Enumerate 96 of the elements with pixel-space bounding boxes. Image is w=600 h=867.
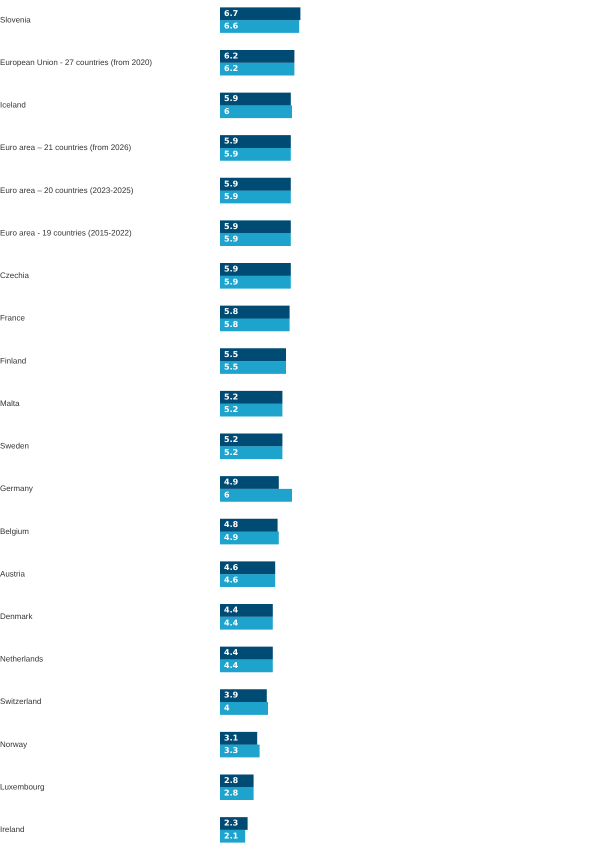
data-label: 2.8 [224,788,239,798]
y-tick-label: Euro area – 21 countries (from 2026) [0,143,132,152]
data-label: 2.1 [224,831,239,840]
bar [220,518,278,532]
data-label: 4 [224,704,230,712]
data-label: 3.3 [224,746,238,756]
y-tick-label: Euro area – 20 countries (2023-2025) [0,186,134,195]
y-tick-label: Germany [0,484,33,494]
data-label: 5.9 [224,179,239,188]
bar [220,62,294,76]
bar [220,233,291,246]
y-tick-label: Denmark [0,612,34,621]
bar [220,561,276,574]
y-tick-label: European Union - 27 countries (from 2020) [0,58,152,67]
bar [220,488,292,502]
y-tick-label: Finland [0,356,26,366]
data-label: 5.9 [224,264,239,274]
y-tick-label: Norway [0,740,28,749]
bar [220,178,291,191]
bar [220,476,279,489]
data-label: 5.9 [224,234,239,244]
data-label: 5.2 [224,448,238,457]
data-label: 4.4 [224,660,239,670]
y-tick-label: Euro area - 19 countries (2015-2022) [0,228,132,238]
bar [220,105,292,118]
bar [220,744,260,758]
bar [220,702,268,715]
data-label: 5.2 [224,405,238,414]
y-tick-label: Ireland [0,825,24,834]
bar [220,532,279,544]
y-tick-label: Luxembourg [0,782,44,792]
bar [220,7,300,20]
data-label: 6.7 [224,8,238,18]
data-label: 5.9 [224,192,239,202]
data-label: 4.9 [224,478,239,487]
y-tick-label: Czechia [0,271,30,280]
data-label: 4.4 [224,618,239,628]
y-tick-label: Sweden [0,442,29,451]
data-label: 6.2 [224,64,238,74]
data-label: 6.2 [224,51,238,60]
data-label: 4.4 [224,648,239,658]
bar [220,318,290,332]
bar [220,404,282,416]
bar [220,434,282,446]
bar [220,689,267,702]
data-label: 5.8 [224,320,239,329]
y-tick-label: Malta [0,398,20,408]
bar [220,50,294,63]
data-label: 5.9 [224,277,239,286]
data-label: 5.5 [224,362,239,372]
data-label: 6.6 [224,22,239,31]
data-label: 4.6 [224,576,239,585]
data-label: 5.2 [224,434,238,444]
bar [220,306,290,318]
bar [220,348,286,362]
data-label: 4.6 [224,562,239,572]
bar [220,446,282,460]
bar [220,276,291,289]
y-tick-label: Netherlands [0,654,44,664]
bar [220,616,273,630]
data-label: 5.9 [224,94,239,104]
bar [220,574,276,587]
bar [220,604,273,617]
data-label: 3.9 [224,690,239,700]
data-label: 2.8 [224,776,239,785]
bar [220,220,291,234]
bar [220,263,291,276]
data-label: 2.3 [224,818,238,828]
y-tick-label: Slovenia [0,15,32,24]
bar [220,190,291,204]
data-label: 6 [224,490,230,500]
bar [220,646,273,660]
bar [220,659,273,672]
data-label: 6 [224,106,230,116]
data-label: 5.5 [224,350,239,359]
bar [220,135,291,148]
data-label: 5.9 [224,149,239,158]
data-label: 4.4 [224,605,239,614]
y-tick-label: Belgium [0,526,30,536]
y-tick-label: Austria [0,569,26,578]
data-label: 3.1 [224,733,239,742]
y-tick-label: Switzerland [0,697,42,706]
data-label: 4.9 [224,533,239,542]
data-label: 5.8 [224,307,239,316]
bar [220,390,282,404]
data-label: 4.8 [224,520,239,530]
data-label: 5.9 [224,222,239,231]
data-label: 5.2 [224,392,238,402]
y-tick-label: France [0,314,26,323]
bar [220,20,300,33]
y-tick-label: Iceland [0,100,26,110]
bar [220,361,286,374]
bar [220,148,291,161]
data-label: 5.9 [224,136,239,146]
bar [220,92,291,106]
bar [220,774,254,788]
